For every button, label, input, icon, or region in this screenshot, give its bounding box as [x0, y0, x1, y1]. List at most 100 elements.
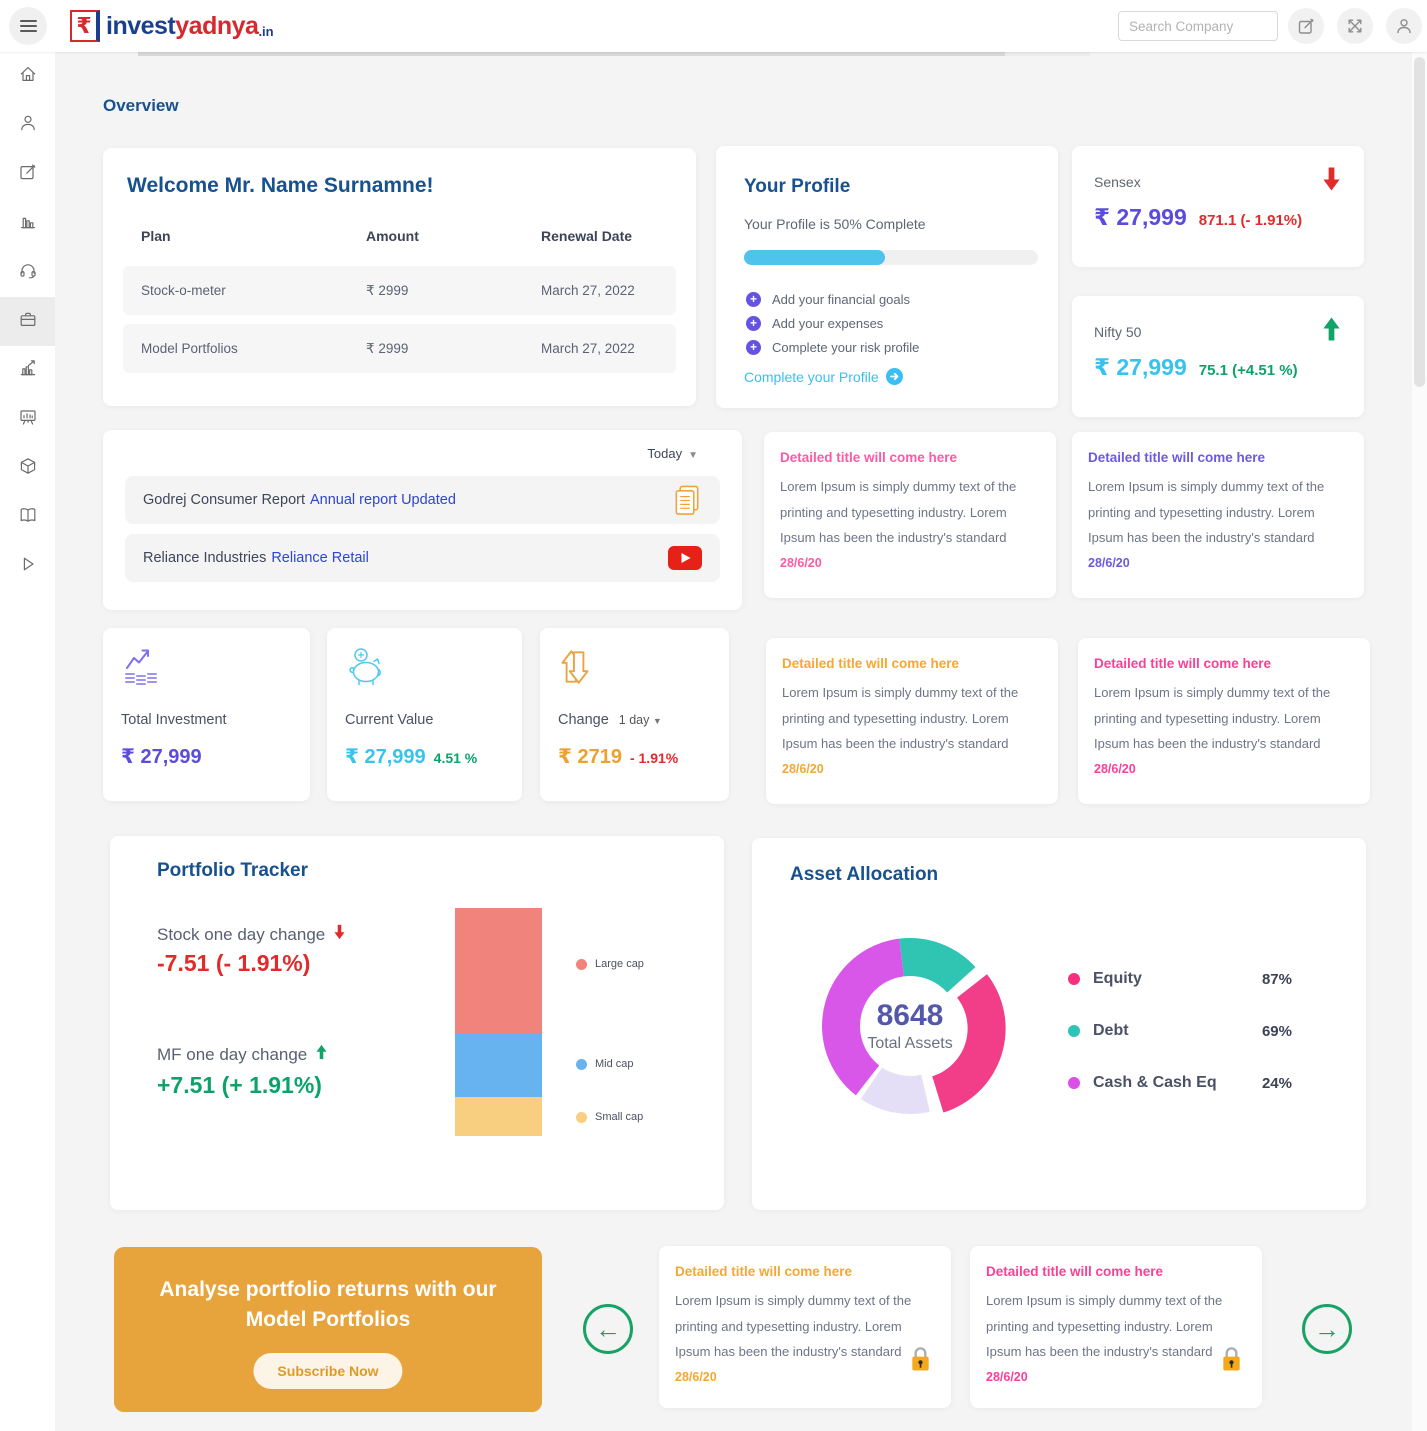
sensex-card: Sensex ₹ 27,999 871.1 (- 1.91%)	[1072, 146, 1364, 267]
news-item-godrej[interactable]: Godrej Consumer Report Annual report Upd…	[125, 476, 720, 524]
detail-card-body: Lorem Ipsum is simply dummy text of the …	[986, 1293, 1223, 1359]
news-title: Reliance Industries	[143, 550, 267, 566]
sidebar-item-media[interactable]	[0, 542, 55, 591]
locked-detail-card: Detailed title will come here Lorem Ipsu…	[659, 1246, 951, 1408]
legend-label: Large cap	[595, 958, 644, 970]
fullscreen-icon[interactable]	[1337, 8, 1373, 44]
news-item-reliance[interactable]: Reliance Industries Reliance Retail	[125, 534, 720, 582]
profile-progress-fill	[744, 250, 886, 265]
lock-icon	[1219, 1344, 1244, 1378]
model-portfolios-cta-card: Analyse portfolio returns with our Model…	[114, 1247, 542, 1412]
plan-name: Stock-o-meter	[141, 283, 226, 298]
index-label: Sensex	[1094, 174, 1141, 190]
stock-change-value: -7.51 (- 1.91%)	[157, 950, 311, 976]
plus-icon[interactable]: +	[746, 292, 761, 307]
detail-card-title: Detailed title will come here	[675, 1264, 853, 1279]
plus-icon[interactable]: +	[746, 316, 761, 331]
detail-card-title: Detailed title will come here	[782, 656, 960, 671]
arrow-up-icon	[1321, 316, 1342, 347]
sidebar-item-products[interactable]	[0, 444, 55, 493]
piggy-bank-icon	[345, 646, 389, 693]
profile-completion-text: Your Profile is 50% Complete	[744, 216, 926, 232]
portfolio-tracker-title: Portfolio Tracker	[157, 860, 308, 881]
legend-large-cap: Large cap	[576, 958, 644, 970]
top-bar: ₹ invest yadnya .in	[0, 0, 1427, 52]
current-value-card: Current Value ₹ 27,999 4.51 %	[327, 628, 522, 801]
detail-card-body: Lorem Ipsum is simply dummy text of the …	[782, 685, 1019, 751]
donut-segment-equity	[932, 974, 1006, 1113]
vertical-scrollbar-thumb[interactable]	[1414, 57, 1425, 387]
index-label: Nifty 50	[1094, 324, 1142, 340]
stock-change-label: Stock one day change	[157, 924, 326, 944]
bar-chart-icon	[18, 211, 38, 236]
subscribe-now-button[interactable]: Subscribe Now	[253, 1353, 403, 1389]
sidebar-item-support[interactable]	[0, 248, 55, 297]
menu-icon[interactable]	[9, 7, 47, 45]
growth-chart-icon	[18, 358, 38, 383]
sidebar-item-profile[interactable]	[0, 101, 55, 150]
nifty-card: Nifty 50 ₹ 27,999 75.1 (+4.51 %)	[1072, 296, 1364, 417]
rupee-logo-icon: ₹	[70, 10, 100, 42]
complete-profile-label: Complete your Profile	[744, 368, 879, 385]
index-change: 871.1 (- 1.91%)	[1198, 212, 1303, 229]
sidebar-item-reports[interactable]	[0, 199, 55, 248]
column-renewal: Renewal Date	[541, 228, 633, 244]
carousel-right-arrow[interactable]: →	[1302, 1304, 1352, 1354]
play-icon	[18, 554, 38, 579]
search-company-box	[1118, 11, 1278, 41]
detail-card: Detailed title will come here Lorem Ipsu…	[766, 638, 1058, 804]
sidebar-item-portfolio[interactable]	[0, 297, 55, 346]
change-period-dropdown[interactable]: 1 day ▼	[618, 713, 662, 727]
page-title: Overview	[103, 96, 179, 115]
up-down-arrows-icon	[558, 646, 592, 693]
news-link[interactable]: Reliance Retail	[271, 550, 369, 566]
sidebar-item-library[interactable]	[0, 493, 55, 542]
carousel-left-arrow[interactable]: ←	[583, 1304, 633, 1354]
task-add-financial-goals[interactable]: + Add your financial goals	[746, 292, 910, 307]
welcome-title: Welcome Mr. Name Surnamne!	[127, 174, 434, 197]
sidebar-item-compose[interactable]	[0, 150, 55, 199]
youtube-icon[interactable]	[668, 546, 702, 570]
news-filter-dropdown[interactable]: Today ▼	[647, 446, 698, 461]
task-add-expenses[interactable]: + Add your expenses	[746, 316, 883, 331]
stat-value: ₹ 2719	[558, 746, 622, 768]
legend-value: 87%	[1261, 970, 1292, 988]
task-complete-risk-profile[interactable]: + Complete your risk profile	[746, 340, 919, 355]
plans-table-header: Plan Amount Renewal Date	[141, 228, 656, 244]
lock-icon	[908, 1344, 933, 1378]
market-cap-stacked-bar	[455, 908, 542, 1136]
complete-profile-link[interactable]: Complete your Profile	[744, 368, 903, 385]
compose-icon[interactable]	[1288, 8, 1324, 44]
legend-dot	[1068, 973, 1080, 985]
detail-card-body: Lorem Ipsum is simply dummy text of the …	[675, 1293, 912, 1359]
plan-amount: ₹ 2999	[366, 340, 409, 356]
arrow-down-icon	[333, 924, 346, 945]
index-change: 75.1 (+4.51 %)	[1198, 362, 1298, 379]
sidebar-item-analytics[interactable]	[0, 346, 55, 395]
sidebar-item-presentation[interactable]	[0, 395, 55, 444]
profile-title: Your Profile	[744, 176, 851, 197]
horizontal-scrollbar-thumb[interactable]	[138, 52, 1005, 56]
column-plan: Plan	[141, 228, 171, 244]
detail-card-title: Detailed title will come here	[1094, 656, 1272, 671]
home-icon	[18, 64, 38, 89]
arrow-down-icon	[1321, 166, 1342, 197]
stat-change-pct: 4.51 %	[433, 750, 478, 766]
task-label: Add your expenses	[772, 316, 884, 331]
detail-card-date: 28/6/20	[780, 556, 822, 570]
arrow-up-icon	[315, 1044, 328, 1065]
logo-text-yadnya: yadnya	[175, 11, 259, 40]
sidebar-item-home[interactable]	[0, 52, 55, 101]
detail-card: Detailed title will come here Lorem Ipsu…	[1072, 432, 1364, 598]
horizontal-scrollbar	[138, 52, 1090, 56]
briefcase-icon	[18, 309, 38, 334]
profile-icon[interactable]	[1386, 8, 1422, 44]
plus-icon[interactable]: +	[746, 340, 761, 355]
search-input[interactable]	[1118, 11, 1278, 41]
news-link[interactable]: Annual report Updated	[310, 492, 456, 508]
stat-change-pct: - 1.91%	[629, 750, 679, 766]
legend-dot	[576, 1111, 587, 1123]
brand-logo[interactable]: ₹ invest yadnya .in	[70, 8, 274, 44]
legend-label: Debt	[1093, 1022, 1129, 1039]
